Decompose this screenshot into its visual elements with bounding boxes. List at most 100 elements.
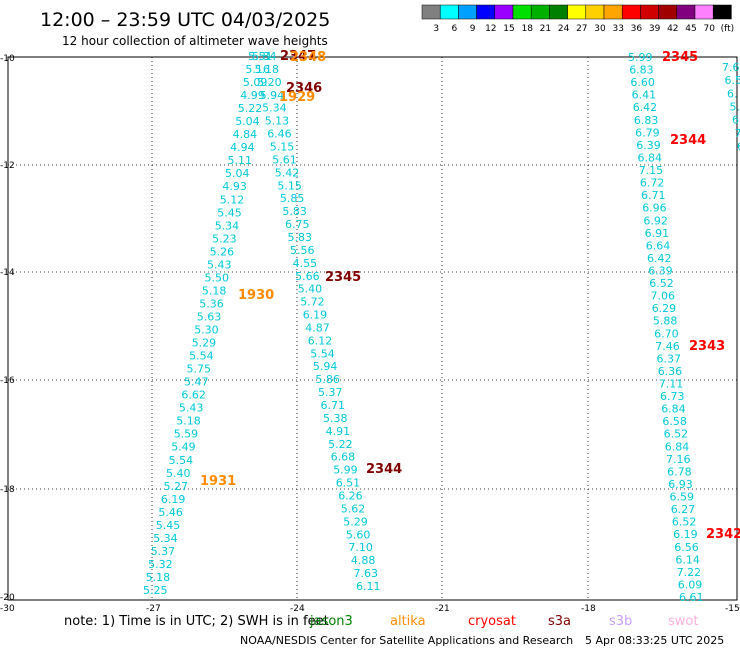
swh-value: 5.18 [176, 415, 201, 428]
swh-value: 4.99 [240, 89, 264, 102]
color-scale-label: 70 [703, 24, 715, 34]
timestamp-text: 5 Apr 08:33:25 UTC 2025 [585, 634, 724, 647]
swh-value: 6.93 [668, 478, 693, 491]
swh-value: 6. [732, 114, 740, 127]
color-scale-legend: 3 6 9 12 15 18 21 24 27 30 33 36 39 42 45 70 (ft) [421, 4, 734, 34]
swh-value: 5.26 [210, 245, 235, 258]
swh-value: 5.13 [265, 115, 290, 128]
pass-label: 1929 [279, 90, 315, 105]
swh-value: 6.14 [675, 553, 700, 566]
swh-value: 4.94 [230, 141, 255, 154]
swh-value: 6. [727, 87, 738, 100]
swh-value: 6.96 [642, 202, 667, 215]
page-title: 12:00 – 23:59 UTC 04/03/2025 [40, 9, 330, 31]
color-scale-label: 33 [612, 24, 623, 34]
swh-value: 5.83 [288, 231, 313, 244]
swh-value: 6.42 [647, 252, 672, 265]
mission-cryosat: cryosat [468, 614, 516, 629]
swh-value: 6.11 [356, 580, 381, 593]
swh-value: 6.75 [285, 218, 310, 231]
swh-value: 5.59 [174, 428, 199, 441]
swh-value: 6.29 [652, 302, 677, 315]
swh-value: 7.10 [348, 541, 373, 554]
swh-value: 5.42 [275, 166, 300, 179]
swh-value: 5.34 [262, 102, 287, 115]
mission-s3b: s3b [609, 614, 632, 629]
swh-value: 6.72 [640, 177, 665, 190]
swh-value: 6.71 [321, 399, 346, 412]
swh-value: 5.20 [257, 76, 282, 89]
swh-value: 6.91 [645, 227, 670, 240]
swh-value: 4.88 [351, 554, 376, 567]
lon-tick-label: -18 [581, 604, 596, 614]
color-scale-label: 18 [521, 24, 533, 34]
swh-value: 5.62 [341, 502, 366, 515]
pass-label: 2345 [325, 270, 361, 285]
color-scale-label: 12 [485, 24, 496, 34]
color-swatch [458, 4, 477, 20]
swh-value: 6.36 [658, 365, 683, 378]
swh-value: 6.71 [641, 189, 666, 202]
swh-value: 6.62 [181, 389, 206, 402]
swh-value: 5.45 [217, 206, 242, 219]
color-scale-label: 24 [558, 24, 570, 34]
color-swatch [494, 4, 514, 20]
note-text: note: 1) Time is in UTC; 2) SWH is in fe… [64, 614, 329, 629]
swh-value: 5.43 [179, 402, 204, 415]
lon-tick-label: -30 [0, 604, 15, 614]
swh-value: 5.04 [225, 167, 250, 180]
color-swatch [549, 4, 568, 20]
swh-value: 6.59 [670, 491, 695, 504]
color-swatch [439, 4, 459, 20]
swh-value: 6.41 [632, 89, 657, 102]
color-scale-label: 27 [576, 24, 587, 34]
color-scale-label: 45 [685, 24, 696, 34]
swh-value: 6.84 [661, 403, 686, 416]
credit-text: NOAA/NESDIS Center for Satellite Applica… [240, 634, 573, 647]
swh-value: 6.52 [649, 277, 674, 290]
swh-value: 6 [737, 140, 740, 153]
color-scale-label: 9 [470, 24, 476, 34]
swh-value: 5.54 [189, 350, 214, 363]
swh-value: 6.61 [679, 591, 704, 604]
swh-value: 5.38 [323, 412, 348, 425]
lon-tick-label: -24 [290, 604, 305, 614]
swh-value: 5.84 [252, 50, 277, 63]
swh-value: 5.54 [169, 454, 194, 467]
swh-value: 6.09 [678, 578, 703, 591]
swh-value: 5.43 [207, 258, 232, 271]
swh-value: 5.99 [333, 464, 358, 477]
swh-value: 5.36 [199, 298, 224, 311]
swh-value: 6.12 [308, 334, 333, 347]
swh-value: 5.50 [205, 271, 230, 284]
swh-value: 5.51 [248, 50, 273, 63]
swh-value: 7 [735, 127, 740, 140]
swh-value: 6.92 [643, 214, 668, 227]
lat-tick-label: -20 [0, 593, 15, 603]
swh-value: 6.78 [667, 465, 692, 478]
color-scale-label: 36 [631, 24, 643, 34]
lon-tick-label: -15 [725, 604, 740, 614]
color-swatch [421, 4, 441, 20]
swh-value: 5.94 [260, 89, 285, 102]
swh-value: 6.42 [633, 101, 658, 114]
lat-tick-label: -10 [0, 54, 15, 64]
swh-value: 6.84 [665, 440, 690, 453]
swh-value: 5.63 [197, 311, 222, 324]
swh-value: 7.22 [677, 566, 702, 579]
swh-value: 6.26 [338, 490, 363, 503]
swh-value: 6.39 [636, 139, 661, 152]
mission-s3a: s3a [548, 614, 571, 629]
pass-label: 2344 [366, 462, 402, 477]
swh-value: 5.72 [300, 296, 325, 309]
swh-tracks: 5.515.165.094.995.225.044.844.945.115.04… [143, 50, 740, 604]
lat-axis: -10 -12 -14 -16 -18 -20 [0, 54, 15, 603]
swh-value: 5.18 [255, 63, 280, 76]
color-swatch [603, 4, 623, 20]
color-swatch [476, 4, 496, 20]
swh-value: 4.84 [233, 128, 258, 141]
lon-tick-label: -27 [146, 604, 161, 614]
swh-value: 5.54 [310, 347, 335, 360]
swh-value: 7.60 [722, 61, 740, 74]
swh-value: 5.23 [212, 232, 237, 245]
